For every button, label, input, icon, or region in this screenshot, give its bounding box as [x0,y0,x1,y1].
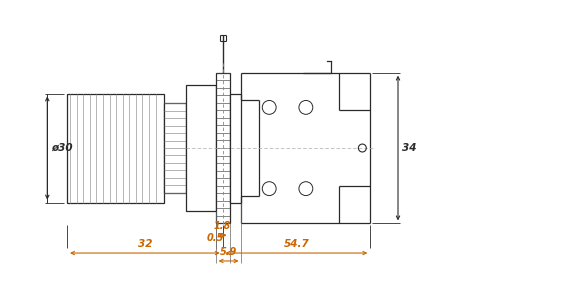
Text: ø30: ø30 [51,143,73,153]
Text: 32: 32 [138,239,152,249]
Bar [186,85,216,212]
Text: 54.7: 54.7 [283,239,310,249]
Bar [216,73,230,223]
Text: 34: 34 [402,143,416,153]
Text: 5.9: 5.9 [220,247,237,257]
Text: 0.5: 0.5 [207,233,224,243]
Text: 1.8: 1.8 [214,221,231,231]
Bar [164,103,186,193]
Bar [230,94,241,202]
Bar [67,94,164,202]
